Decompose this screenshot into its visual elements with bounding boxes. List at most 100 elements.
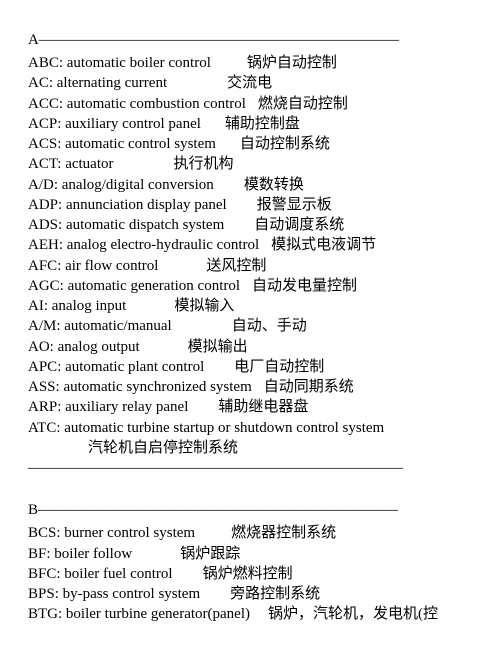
cn-text: 模拟输出 [188, 339, 248, 355]
full-text: annunciation display panel [66, 197, 227, 213]
glossary-entry: AFC: air flow control送风控制 [28, 256, 474, 276]
full-text: actuator [65, 156, 113, 172]
glossary-entry: ARP: auxiliary relay panel辅助继电器盘 [28, 397, 474, 417]
glossary-entry: BPS: by-pass control system旁路控制系统 [28, 584, 474, 604]
glossary-entry: ASS: automatic synchronized system自动同期系统 [28, 377, 474, 397]
abbr-text: ASS [28, 379, 56, 395]
glossary-entry: AI: analog input模拟输入 [28, 296, 474, 316]
glossary-entry: ACC: automatic combustion control燃烧自动控制 [28, 94, 474, 114]
cn-text: 燃烧器控制系统 [231, 525, 336, 541]
section-header-b: B———————————————————————— [28, 500, 474, 521]
cn-text: 锅炉，汽轮机，发电机(控 [268, 606, 438, 622]
abbr-text: ATC [28, 420, 56, 436]
abbr-text: BCS [28, 525, 56, 541]
glossary-entry: AEH: analog electro-hydraulic control模拟式… [28, 235, 474, 255]
cn-text: 自动、手动 [232, 318, 307, 334]
full-text: boiler follow [54, 546, 132, 562]
glossary-entry: AC: alternating current交流电 [28, 73, 474, 93]
glossary-entry: AGC: automatic generation control自动发电量控制 [28, 276, 474, 296]
abbr-text: BFC [28, 566, 56, 582]
abbr-text: ADP [28, 197, 58, 213]
full-text: analog electro-hydraulic control [67, 237, 259, 253]
glossary-entry: ABC: automatic boiler control锅炉自动控制 [28, 53, 474, 73]
glossary-entry: ADS: automatic dispatch system自动调度系统 [28, 215, 474, 235]
abbr-text: BTG [28, 606, 58, 622]
full-text: burner control system [64, 525, 195, 541]
abbr-text: ADS [28, 217, 58, 233]
glossary-entry: APC: automatic plant control电厂自动控制 [28, 357, 474, 377]
cn-text: 自动控制系统 [240, 136, 330, 152]
cn-text: 电厂自动控制 [234, 359, 324, 375]
full-text: auxiliary control panel [65, 116, 201, 132]
full-text: automatic dispatch system [66, 217, 224, 233]
full-text: automatic/manual [64, 318, 171, 334]
cn-text: 燃烧自动控制 [258, 96, 348, 112]
abbr-text: AGC [28, 278, 60, 294]
full-text: analog input [52, 298, 127, 314]
full-text: analog output [58, 339, 140, 355]
abbr-text: A/M [28, 318, 56, 334]
full-text: automatic synchronized system [63, 379, 251, 395]
cn-text: 汽轮机自启停控制系统 [88, 440, 238, 456]
section-header-a: A———————————————————————— [28, 30, 474, 51]
glossary-entry: A/M: automatic/manual自动、手动 [28, 316, 474, 336]
glossary-entry: BFC: boiler fuel control锅炉燃料控制 [28, 564, 474, 584]
glossary-entry: BF: boiler follow锅炉跟踪 [28, 544, 474, 564]
full-text: boiler fuel control [64, 566, 172, 582]
abbr-text: ARP [28, 399, 57, 415]
full-text: automatic turbine startup or shutdown co… [64, 420, 384, 436]
glossary-entry-cont: 汽轮机自启停控制系统 [28, 438, 474, 458]
cn-text: 辅助控制盘 [225, 116, 300, 132]
section-divider: ————————————————————————— [28, 458, 474, 478]
abbr-text: AO [28, 339, 50, 355]
full-text: automatic control system [65, 136, 216, 152]
glossary-entry: AO: analog output模拟输出 [28, 337, 474, 357]
cn-text: 报警显示板 [257, 197, 332, 213]
cn-text: 模数转换 [244, 177, 304, 193]
full-text: automatic combustion control [67, 96, 246, 112]
glossary-entry: ACP: auxiliary control panel辅助控制盘 [28, 114, 474, 134]
abbr-text: AC [28, 75, 49, 91]
full-text: air flow control [65, 258, 158, 274]
cn-text: 自动发电量控制 [252, 278, 357, 294]
cn-text: 送风控制 [206, 258, 266, 274]
full-text: alternating current [57, 75, 167, 91]
glossary-entry: BCS: burner control system燃烧器控制系统 [28, 523, 474, 543]
glossary-entry: ACS: automatic control system自动控制系统 [28, 134, 474, 154]
glossary-entry: BTG: boiler turbine generator(panel)锅炉，汽… [28, 604, 474, 624]
cn-text: 自动同期系统 [264, 379, 354, 395]
cn-text: 执行机构 [174, 156, 234, 172]
glossary-entry: A/D: analog/digital conversion模数转换 [28, 175, 474, 195]
full-text: automatic generation control [68, 278, 240, 294]
abbr-text: AEH [28, 237, 59, 253]
abbr-text: ACS [28, 136, 57, 152]
cn-text: 旁路控制系统 [230, 586, 320, 602]
glossary-entry: ACT: actuator执行机构 [28, 154, 474, 174]
abbr-text: BF [28, 546, 46, 562]
cn-text: 锅炉跟踪 [180, 546, 240, 562]
abbr-text: BPS [28, 586, 55, 602]
abbr-text: ACP [28, 116, 57, 132]
full-text: boiler turbine generator(panel) [66, 606, 250, 622]
abbr-text: AFC [28, 258, 57, 274]
abbr-text: ABC [28, 55, 59, 71]
cn-text: 自动调度系统 [254, 217, 344, 233]
glossary-entry: ADP: annunciation display panel报警显示板 [28, 195, 474, 215]
cn-text: 锅炉燃料控制 [203, 566, 293, 582]
cn-text: 交流电 [227, 75, 272, 91]
abbr-text: AI [28, 298, 44, 314]
document-body: A———————————————————————— ABC: automatic… [28, 30, 474, 625]
abbr-text: APC [28, 359, 57, 375]
full-text: automatic plant control [65, 359, 204, 375]
full-text: by-pass control system [63, 586, 200, 602]
abbr-text: ACC [28, 96, 59, 112]
abbr-text: ACT [28, 156, 57, 172]
cn-text: 模拟输入 [174, 298, 234, 314]
full-text: auxiliary relay panel [65, 399, 188, 415]
cn-text: 辅助继电器盘 [218, 399, 308, 415]
glossary-entry: ATC: automatic turbine startup or shutdo… [28, 418, 474, 438]
full-text: analog/digital conversion [62, 177, 214, 193]
cn-text: 模拟式电液调节 [271, 237, 376, 253]
cn-text: 锅炉自动控制 [247, 55, 337, 71]
full-text: automatic boiler control [67, 55, 211, 71]
